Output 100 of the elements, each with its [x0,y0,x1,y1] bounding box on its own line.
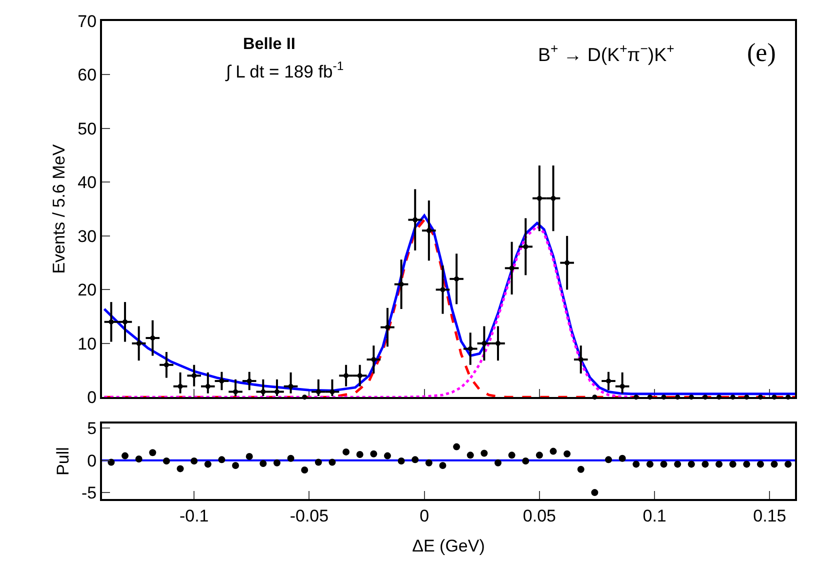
point [314,458,322,466]
point [522,457,530,464]
point [108,458,115,466]
point [357,373,362,378]
point [550,448,557,455]
y-tick-label: 50 [78,119,97,138]
y-tick-label: 70 [78,12,97,31]
x-tick-label: 0.15 [753,506,786,526]
point [260,460,267,468]
point [371,357,376,362]
point [190,457,198,464]
point [301,466,308,474]
point [370,450,378,458]
line-series [103,225,633,398]
y-tick-label: 0 [87,451,97,470]
point [661,394,666,400]
point [384,324,390,330]
point [550,196,556,201]
annotation: ∫ L dt = 189 fb$^{-1}$ [225,59,344,82]
point [509,266,514,271]
point [233,389,238,394]
point [772,394,777,400]
point [688,394,694,400]
point [162,457,170,464]
x-tick-label: 0 [420,506,430,526]
point [204,460,212,468]
point [480,450,488,457]
y-tick-label: 20 [78,280,97,300]
point [578,357,584,362]
point [246,452,253,460]
point [232,462,240,469]
point [398,457,405,464]
point [646,460,654,468]
point [219,378,224,384]
point [466,452,474,459]
point [730,394,736,400]
point [356,451,364,458]
point [302,394,308,400]
point [122,452,129,460]
point [412,456,419,464]
x-tick-label: -0.05 [290,506,329,526]
point [758,394,763,400]
point [453,443,460,450]
point [606,378,612,384]
y-tick-label: 30 [78,226,97,246]
point [647,394,652,400]
point [702,460,709,468]
point [770,460,778,468]
point [150,336,156,341]
y-tick-label: -5 [81,484,97,503]
point [316,389,321,394]
x-tick-label: 0.1 [642,506,666,526]
point [674,460,682,468]
y-tick-label: 10 [78,334,97,354]
point [192,373,197,378]
point [675,394,680,400]
point [288,384,294,389]
point [564,450,571,458]
point [468,346,473,352]
point [756,460,764,468]
point [523,244,528,250]
point [634,394,639,400]
point [784,460,792,468]
point [412,217,418,222]
point [218,456,226,464]
point [454,276,460,282]
point [440,287,446,292]
point [344,373,349,378]
point [743,460,750,468]
point [287,454,294,462]
point [330,389,335,394]
point [592,394,598,400]
x-tick-label: -0.1 [179,506,209,526]
point [108,319,114,324]
point [744,394,750,400]
point [425,459,432,466]
y-axis-title: Pull [54,447,73,476]
point [605,456,612,464]
point [384,452,391,460]
point [577,466,584,473]
point [246,378,252,384]
point [176,465,184,472]
point [536,452,543,459]
point [426,228,432,234]
point [564,260,570,266]
point [274,389,280,394]
point [439,462,446,469]
point [591,489,598,496]
point [482,340,487,346]
point [342,448,350,456]
point [494,459,502,466]
point [688,460,695,468]
point [136,340,142,346]
x-tick-label: 0.05 [522,506,556,526]
point [398,282,404,287]
point [660,460,668,468]
point [273,459,280,466]
y-tick-label: 0 [87,388,97,408]
point [618,454,626,462]
point [716,394,722,400]
